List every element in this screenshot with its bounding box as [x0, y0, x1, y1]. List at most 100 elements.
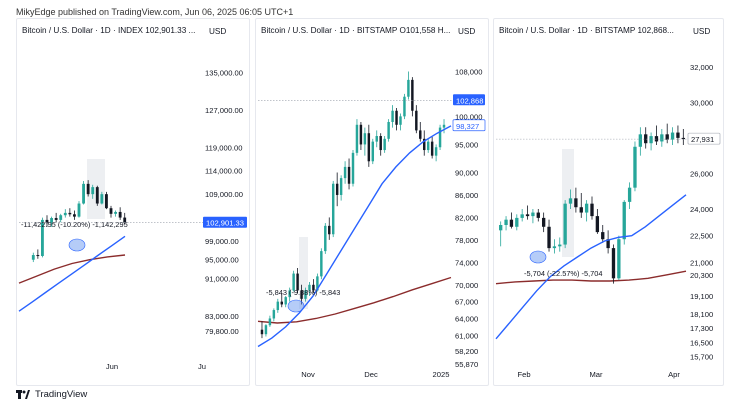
candle-up [407, 79, 410, 97]
candle-up [31, 255, 35, 260]
y-tick-label: 109,000.00 [205, 190, 243, 199]
candle-up [276, 301, 280, 311]
candle-up [568, 198, 573, 204]
x-tick-label: Jun [106, 362, 118, 371]
candle-down [579, 207, 583, 213]
currency-label: USD [458, 27, 476, 36]
candle-up [82, 183, 85, 204]
candle-up [91, 187, 95, 195]
y-tick-label: 17,300 [690, 324, 713, 333]
candle-down [665, 134, 669, 140]
candle-down [296, 273, 299, 291]
candle-up [627, 187, 632, 202]
candle-down [595, 216, 600, 233]
currency-label: USD [209, 27, 227, 36]
candle-down [105, 194, 108, 209]
ma-slow-line [18, 254, 126, 284]
candle-up [308, 284, 311, 291]
candle-down [335, 183, 339, 195]
candle-down [590, 203, 594, 217]
candle-up [343, 166, 347, 179]
chart-title: Bitcoin / U.S. Dollar · 1D · INDEX 102,9… [22, 26, 196, 35]
candle-up [316, 276, 319, 291]
candle-up [649, 136, 653, 144]
candle-down [118, 211, 122, 218]
candle-down [611, 248, 616, 279]
candle-up [63, 212, 67, 216]
measurement-label: -5,843 (-9.38%) -5,843 [266, 288, 340, 297]
last-price-tag [687, 132, 721, 145]
candle-up [584, 203, 589, 213]
crossover-highlight [68, 238, 86, 252]
x-tick-label: 2025 [433, 370, 450, 379]
last-price-tag [453, 94, 485, 106]
x-tick-label: Feb [517, 370, 530, 379]
currency-label: USD [693, 27, 711, 36]
candle-up [531, 212, 535, 217]
candle-up [504, 219, 508, 225]
chart-canvas[interactable]: 135,000.00 127,000.00 119,000.00 114,000.00… [17, 19, 249, 385]
chart-panel-bitstamp-feb[interactable]: Bitcoin / U.S. Dollar · 1D · BITSTAMP 10… [493, 18, 724, 386]
x-tick-label: Dec [364, 370, 378, 379]
candle-up [387, 121, 390, 139]
candle-down [109, 208, 113, 214]
candle-up [304, 290, 307, 299]
y-tick-label: 67,000 [455, 298, 478, 307]
candle-down [415, 110, 418, 131]
y-tick-label: 18,100 [690, 310, 713, 319]
candle-up [351, 152, 355, 184]
footer-brand[interactable]: TradingView [16, 389, 87, 400]
candle-down [312, 284, 315, 291]
chart-panel-bitstamp-nov[interactable]: Bitcoin / U.S. Dollar · 1D · BITSTAMP O1… [255, 18, 489, 386]
y-tick-label: 119,000.00 [205, 143, 242, 152]
candle-up [355, 124, 359, 153]
candle-up [50, 218, 53, 224]
candle-up [617, 239, 621, 279]
ma-price-tag [452, 119, 486, 132]
last-price-tag [203, 216, 247, 228]
x-tick-label: Nov [301, 370, 315, 379]
candle-up [399, 116, 402, 125]
y-tick-label: 30,000 [690, 98, 713, 107]
y-tick-label: 15,700 [690, 353, 713, 362]
y-tick-label: 86,000 [455, 191, 478, 200]
crossover-highlight [529, 250, 547, 264]
candle-down [347, 166, 351, 184]
candle-up [442, 124, 446, 128]
candle-up [563, 203, 567, 245]
y-tick-label: 22,500 [690, 232, 713, 241]
candle-down [525, 214, 530, 217]
chart-panel-index[interactable]: Bitcoin / U.S. Dollar · 1D · INDEX 102,9… [16, 18, 250, 386]
candle-up [324, 225, 327, 252]
chart-canvas[interactable]: 32,000 30,000 26,000 24,000 22,500 21,000 20,3… [494, 19, 723, 385]
footer-brand-label: TradingView [35, 389, 88, 400]
y-tick-label: 61,000 [455, 331, 478, 340]
candle-down [419, 130, 422, 139]
candle-up [515, 217, 519, 227]
candle-down [574, 198, 578, 208]
candle-down [359, 124, 363, 145]
candle-up [391, 110, 394, 122]
y-tick-label: 91,000.00 [205, 274, 239, 283]
publisher-line: MikyEdge published on TradingView.com, J… [16, 7, 294, 17]
candle-up [633, 146, 637, 188]
y-tick-label: 26,000 [690, 169, 713, 178]
candle-up [520, 214, 524, 218]
candle-up [339, 178, 343, 195]
y-tick-label: 100,000 [455, 112, 482, 121]
chart-canvas[interactable]: 108,000 100,000 95,000 90,000 86,000 82,000 78… [256, 19, 488, 385]
y-tick-label: 21,000 [690, 258, 713, 267]
candle-down [606, 239, 610, 249]
candle-down [536, 212, 540, 218]
measurement-label: -11,422.95 (-10.20%) -1,142,295 [21, 220, 128, 229]
y-tick-label: 70,000 [455, 281, 478, 290]
x-tick-label: Apr [668, 370, 680, 379]
candle-down [547, 226, 551, 249]
last-price-label: 27,931 [691, 135, 714, 144]
candle-down [423, 138, 426, 151]
candle-up [264, 325, 268, 335]
candle-down [676, 132, 680, 138]
y-tick-label: 108,000 [455, 67, 482, 76]
candle-down [411, 79, 414, 111]
chart-title: Bitcoin / U.S. Dollar · 1D · BITSTAMP 10… [499, 26, 674, 35]
